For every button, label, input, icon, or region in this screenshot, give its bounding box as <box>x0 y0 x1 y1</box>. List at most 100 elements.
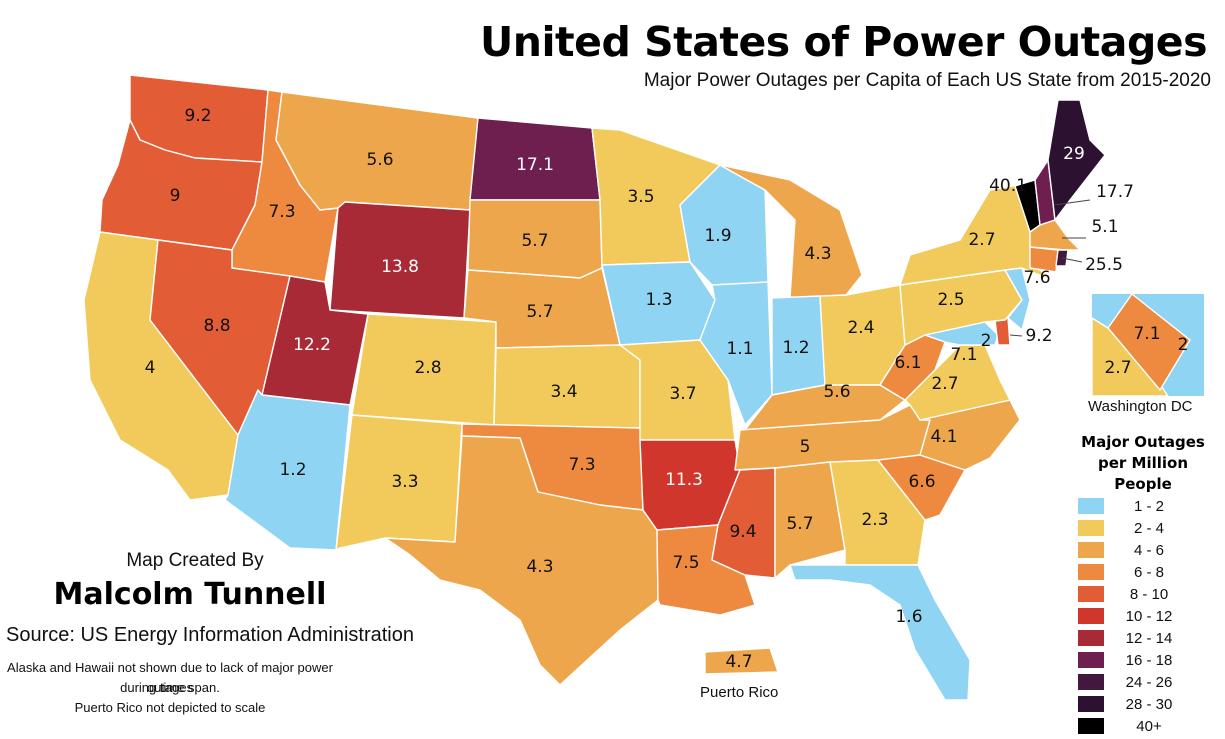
legend-item: 10 - 12 <box>1068 605 1218 627</box>
legend-label: 4 - 6 <box>1133 541 1164 559</box>
label-IA: 1.3 <box>645 290 672 310</box>
state-DE <box>994 317 1011 346</box>
legend-swatch <box>1078 696 1104 712</box>
legend-label: 6 - 8 <box>1133 563 1164 581</box>
label-NH: 17.7 <box>1096 182 1134 202</box>
pr-label: Puerto Rico <box>700 684 779 701</box>
legend-rows: 1 - 2 2 - 4 4 - 6 6 - 8 8 - 10 10 - 12 12 - 14… <box>1068 495 1218 737</box>
label-IN: 1.2 <box>782 338 809 358</box>
legend-item: 2 - 4 <box>1068 517 1218 539</box>
label-WA: 9.2 <box>184 106 211 126</box>
legend-label: 16 - 18 <box>1125 651 1173 669</box>
legend-label: 2 - 4 <box>1133 519 1164 537</box>
label-inset-md: 2 <box>1178 335 1189 355</box>
label-AL: 5.7 <box>786 514 813 534</box>
label-NE: 5.7 <box>526 302 553 322</box>
label-KS: 3.4 <box>550 382 577 402</box>
legend-swatch <box>1078 498 1104 514</box>
legend-label: 12 - 14 <box>1125 629 1173 647</box>
legend-title-1: Major Outages <box>1081 433 1205 451</box>
label-VT: 40.1 <box>989 176 1027 196</box>
map-title: United States of Power Outages <box>480 18 1207 66</box>
legend-item: 4 - 6 <box>1068 539 1218 561</box>
dc-inset <box>1091 293 1204 397</box>
legend-item: 6 - 8 <box>1068 561 1218 583</box>
legend-label: 40+ <box>1136 717 1162 735</box>
label-FL: 1.6 <box>895 607 922 627</box>
label-PR: 4.7 <box>725 652 752 672</box>
legend-swatch <box>1078 718 1104 734</box>
label-NV: 8.8 <box>203 316 230 336</box>
state-AZ <box>224 389 351 551</box>
label-NY: 2.7 <box>968 230 995 250</box>
legend-item: 40+ <box>1068 715 1218 737</box>
label-MT: 5.6 <box>366 150 393 170</box>
legend-label: 24 - 26 <box>1125 673 1173 691</box>
label-IL: 1.1 <box>726 339 753 359</box>
legend-item: 1 - 2 <box>1068 495 1218 517</box>
legend-swatch <box>1078 630 1104 646</box>
state-NC <box>919 399 1021 471</box>
legend-item: 16 - 18 <box>1068 649 1218 671</box>
legend-swatch <box>1078 674 1104 690</box>
label-TN: 5 <box>800 437 811 457</box>
label-VA: 2.7 <box>931 374 958 394</box>
label-WV: 6.1 <box>894 353 921 373</box>
label-DE: 9.2 <box>1025 326 1052 346</box>
note-line-3: Puerto Rico not depicted to scale <box>74 700 266 715</box>
source-text: Source: US Energy Information Administra… <box>6 624 414 646</box>
label-ME: 29 <box>1063 144 1085 164</box>
label-KY: 5.6 <box>823 382 850 402</box>
legend-swatch <box>1078 652 1104 668</box>
label-MI: 4.3 <box>804 244 831 264</box>
label-inset-dc: 7.1 <box>1133 324 1160 344</box>
label-MO: 3.7 <box>669 384 696 404</box>
label-ND: 17.1 <box>516 155 554 175</box>
state-PR <box>704 647 779 675</box>
state-VA <box>904 344 1011 421</box>
credit-line: Map Created By <box>126 550 264 571</box>
legend-swatch <box>1078 542 1104 558</box>
legend-label: 28 - 30 <box>1125 695 1173 713</box>
state-ME <box>1047 99 1106 221</box>
legend-title-2: per Million People <box>1097 454 1188 493</box>
legend-label: 10 - 12 <box>1125 607 1173 625</box>
label-LA: 7.5 <box>672 553 699 573</box>
label-MD: 2 <box>981 331 992 351</box>
label-CA: 4 <box>145 358 156 378</box>
note-line-1: Alaska and Hawaii not shown due to lack … <box>7 660 333 695</box>
legend-swatch <box>1078 564 1104 580</box>
label-NC: 4.1 <box>930 427 957 447</box>
label-MS: 9.4 <box>729 522 756 542</box>
dc-inset-label: Washington DC <box>1088 398 1193 415</box>
legend-item: 12 - 14 <box>1068 627 1218 649</box>
label-WY: 13.8 <box>381 257 419 277</box>
label-RI: 25.5 <box>1085 255 1123 275</box>
legend-item: 24 - 26 <box>1068 671 1218 693</box>
legend-label: 8 - 10 <box>1129 585 1169 603</box>
state-CT <box>1029 246 1059 273</box>
label-WI: 1.9 <box>704 226 731 246</box>
label-MN: 3.5 <box>627 187 654 207</box>
legend-swatch <box>1078 608 1104 624</box>
state-SC <box>877 454 966 521</box>
label-AZ: 1.2 <box>279 460 306 480</box>
label-UT: 12.2 <box>293 335 331 355</box>
state-WY <box>329 201 471 319</box>
label-TX: 4.3 <box>526 557 553 577</box>
label-OR: 9 <box>170 186 181 206</box>
label-DC: 7.1 <box>950 345 977 365</box>
label-GA: 2.3 <box>861 510 888 530</box>
label-inset-va: 2.7 <box>1104 358 1131 378</box>
label-AR: 11.3 <box>665 470 703 490</box>
legend: Major Outages per Million People 1 - 2 2 … <box>1068 432 1218 737</box>
legend-swatch <box>1078 586 1104 602</box>
state-labels: 9.2 9 4 7.3 8.8 5.6 13.8 12.2 1.2 2.8 3.… <box>145 106 1189 672</box>
state-FL <box>789 564 971 701</box>
author-name: Malcolm Tunnell <box>53 577 327 612</box>
label-MA: 5.1 <box>1091 217 1118 237</box>
dc-inset-dc <box>1107 293 1191 391</box>
label-CT: 7.6 <box>1023 268 1050 288</box>
map-subtitle: Major Power Outages per Capita of Each U… <box>643 70 1211 91</box>
